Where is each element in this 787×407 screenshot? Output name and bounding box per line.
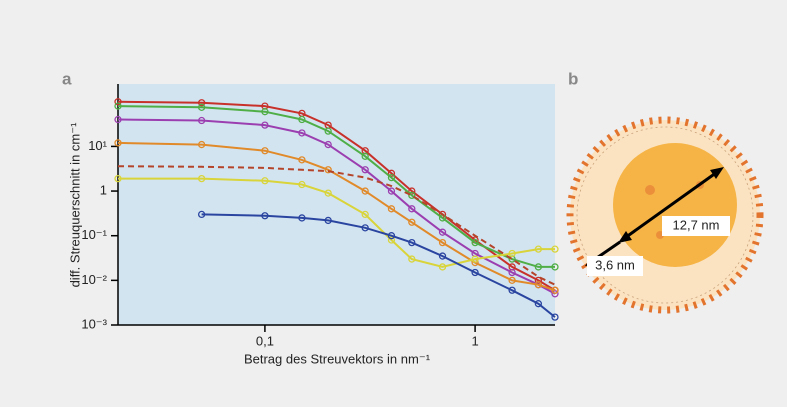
data-point (197, 210, 206, 219)
data-point (261, 121, 269, 129)
data-point (114, 115, 122, 124)
data-point (508, 276, 516, 285)
shell-label: 3,6 nm (595, 257, 635, 272)
data-point (408, 187, 416, 195)
data-point (551, 290, 559, 298)
data-point (324, 140, 332, 149)
data-point (197, 140, 206, 149)
data-point (324, 189, 332, 197)
label-box (662, 216, 730, 236)
data-point (361, 152, 369, 160)
data-point (298, 115, 306, 124)
data-point (114, 98, 122, 106)
data-point (387, 232, 396, 240)
chains (576, 126, 754, 304)
data-point (551, 286, 559, 294)
data-point (361, 166, 369, 174)
data-point (261, 147, 269, 155)
data-point (387, 205, 396, 213)
particle-diagram: b 12,7 nm 3,6 nm (566, 69, 764, 314)
data-point (197, 103, 206, 111)
data-point (534, 263, 543, 271)
data-point (361, 187, 369, 195)
data-point (298, 214, 306, 222)
data-point (261, 177, 269, 185)
data-point (261, 108, 269, 116)
data-point (508, 268, 516, 277)
x-axis-label: Betrag des Streuvektors in nm⁻¹ (244, 351, 431, 366)
data-point (298, 156, 306, 164)
data-point (114, 174, 122, 183)
data-point (261, 212, 269, 220)
series-line (117, 141, 556, 292)
y-tick-label: 1 (100, 182, 107, 197)
data-point (508, 249, 516, 258)
series-line (117, 118, 556, 295)
plot-area (118, 84, 555, 325)
arrow-head (710, 167, 724, 179)
panel-label: b (568, 69, 578, 88)
data-point (534, 276, 543, 285)
data-point (197, 99, 206, 107)
data-point (534, 245, 543, 253)
y-tick-label: 10¹ (88, 138, 107, 153)
data-point (438, 228, 447, 236)
dot (645, 185, 655, 195)
data-point (197, 116, 206, 125)
data-point (298, 180, 306, 189)
data-point (534, 281, 543, 289)
data-point (438, 252, 447, 260)
arrow-head (618, 231, 632, 243)
y-tick-label: 10⁻¹ (81, 227, 107, 242)
data-point (471, 238, 479, 247)
series-line (117, 165, 556, 286)
data-point (534, 300, 543, 308)
data-point (387, 236, 396, 244)
data-point (324, 127, 332, 135)
data-point (298, 129, 306, 137)
x-tick-label: 1 (471, 333, 478, 348)
data-point (471, 255, 479, 263)
y-tick-label: 10⁻³ (81, 316, 107, 331)
data-point (508, 286, 516, 294)
data-point (408, 205, 416, 213)
data-point (438, 263, 447, 271)
data-point (114, 102, 122, 110)
core-label: 12,7 nm (673, 217, 720, 232)
data-point (471, 268, 479, 277)
data-point (551, 245, 559, 253)
panel-label: a (62, 69, 72, 88)
data-point (324, 216, 332, 225)
data-point (387, 173, 396, 182)
data-point (361, 210, 369, 219)
series-line (118, 177, 555, 268)
core (613, 143, 737, 267)
data-point (408, 238, 416, 247)
data-point (408, 218, 416, 226)
y-axis-label: diff. Streuquerschnitt in cm⁻¹ (67, 122, 82, 288)
data-point (387, 169, 396, 177)
data-point (361, 224, 369, 232)
data-point (551, 313, 559, 321)
data-point (408, 255, 416, 263)
data-point (324, 166, 332, 174)
data-point (197, 174, 206, 183)
data-point (438, 238, 447, 247)
series-line (117, 100, 556, 292)
data-point (114, 139, 122, 147)
data-point (387, 187, 396, 195)
series-line (117, 105, 555, 268)
label-box (587, 256, 643, 276)
y-tick-label: 10⁻² (81, 272, 107, 287)
x-tick-label: 0,1 (256, 333, 274, 348)
series-line (201, 213, 556, 318)
data-point (551, 263, 559, 271)
data-point (408, 191, 416, 200)
arrow (621, 168, 721, 242)
